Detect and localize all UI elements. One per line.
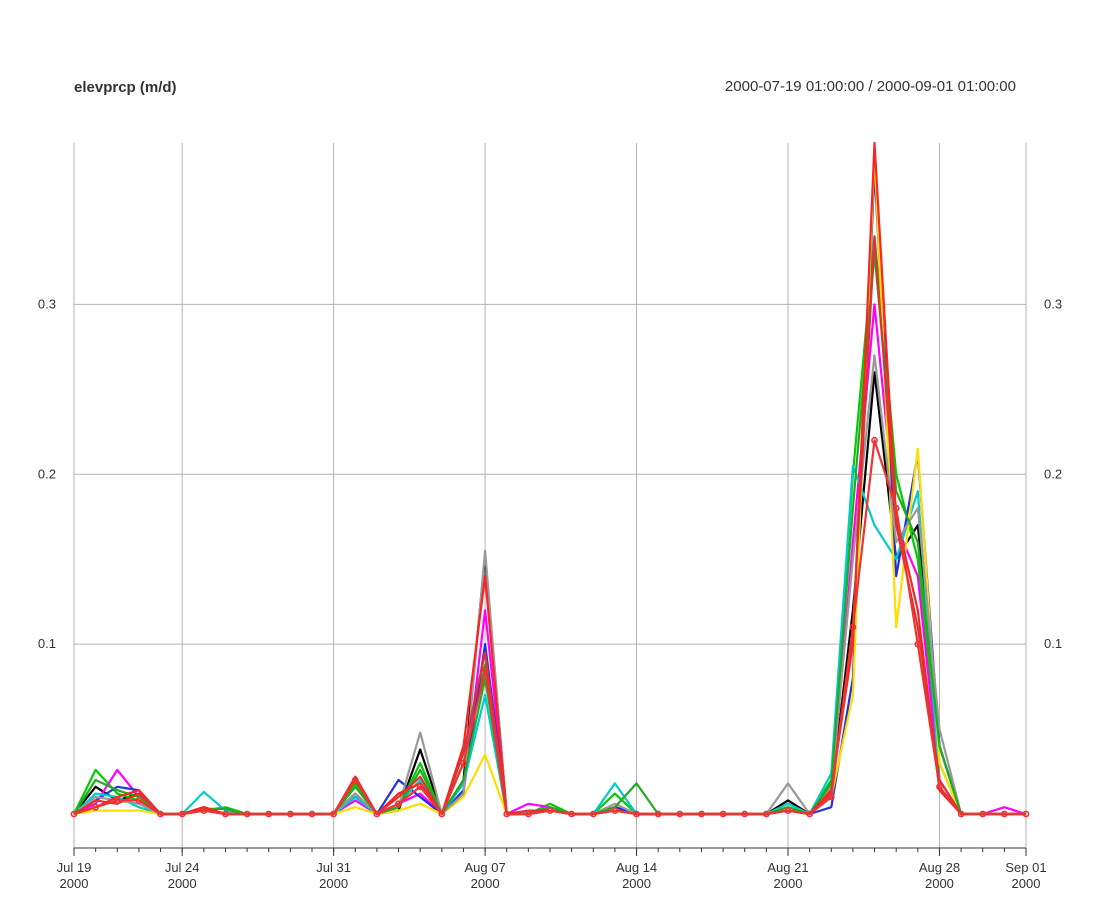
y-tick-label-left: 0.1: [38, 636, 56, 651]
series-point: [611, 807, 619, 814]
series-point: [546, 807, 554, 814]
y-tick-label-right: 0.3: [1044, 296, 1062, 311]
series-line: [73, 354, 1026, 816]
chart-title: elevprcp (m/d): [74, 79, 177, 96]
x-tick-label: Jul 31: [316, 860, 351, 875]
series-point: [92, 803, 99, 811]
series-point: [157, 810, 164, 818]
series-point: [568, 810, 575, 818]
series-line: [73, 439, 1026, 816]
series-point: [741, 810, 749, 818]
series-point: [806, 810, 813, 818]
x-tick-year: 2000: [60, 876, 89, 891]
series-point: [503, 810, 511, 818]
series-point: [892, 504, 900, 512]
x-tick-year: 2000: [1012, 876, 1041, 891]
x-tick-year: 2000: [925, 876, 954, 891]
series-point: [849, 623, 857, 631]
series-point: [222, 810, 229, 818]
x-tick-label: Aug 28: [919, 860, 960, 875]
series-point: [351, 776, 359, 784]
series-point: [589, 810, 597, 818]
series-point: [265, 810, 273, 818]
series-point: [633, 810, 640, 818]
x-tick-year: 2000: [622, 876, 651, 891]
series-point: [784, 807, 792, 814]
series-point: [200, 807, 208, 814]
series-point: [70, 810, 78, 818]
series-point: [178, 810, 186, 818]
series-point: [1001, 810, 1008, 818]
x-tick-year: 2000: [774, 876, 803, 891]
x-tick-year: 2000: [471, 876, 500, 891]
series-line: [73, 141, 1026, 816]
series-point: [460, 759, 467, 767]
series-point: [395, 800, 402, 808]
x-tick-label: Aug 21: [767, 860, 808, 875]
series-point: [1022, 810, 1030, 818]
series-line: [73, 252, 1026, 816]
series-point: [243, 810, 251, 818]
series-point: [676, 810, 684, 818]
series-point: [308, 810, 316, 818]
series-line: [73, 303, 1027, 816]
series-line: [73, 167, 1026, 816]
series-point: [763, 810, 770, 818]
series-point: [719, 810, 727, 818]
series-point: [654, 810, 662, 818]
x-tick-year: 2000: [168, 876, 197, 891]
grid: [73, 143, 1027, 848]
date-range: 2000-07-19 01:00:00 / 2000-09-01 01:00:0…: [725, 78, 1016, 95]
series-line: [73, 464, 1026, 816]
series-point: [698, 810, 705, 818]
x-tick-label: Aug 14: [616, 860, 657, 875]
series-point: [525, 810, 532, 818]
x-tick-label: Sep 01: [1005, 860, 1046, 875]
y-tick-label-right: 0.1: [1044, 636, 1062, 651]
series-point: [286, 810, 294, 818]
series-point: [135, 797, 143, 804]
series-point: [936, 783, 943, 791]
series-point: [957, 810, 965, 818]
series-point: [481, 666, 489, 673]
series-point: [871, 436, 878, 444]
series-point: [330, 810, 337, 818]
series-layer: [70, 141, 1030, 818]
series-line: [73, 150, 1026, 816]
series-point: [373, 810, 381, 818]
series-point: [914, 640, 922, 648]
x-tick-label: Jul 24: [165, 860, 200, 875]
series-point: [979, 810, 987, 818]
y-tick-label-left: 0.2: [38, 466, 56, 481]
y-tick-label-right: 0.2: [1044, 466, 1062, 481]
x-tick-label: Jul 19: [57, 860, 92, 875]
series-point: [827, 793, 835, 801]
series-point: [113, 797, 121, 804]
y-tick-label-left: 0.3: [38, 296, 56, 311]
x-tick-label: Aug 07: [464, 860, 505, 875]
series-point: [416, 783, 424, 791]
series-point: [438, 810, 446, 818]
x-tick-year: 2000: [319, 876, 348, 891]
